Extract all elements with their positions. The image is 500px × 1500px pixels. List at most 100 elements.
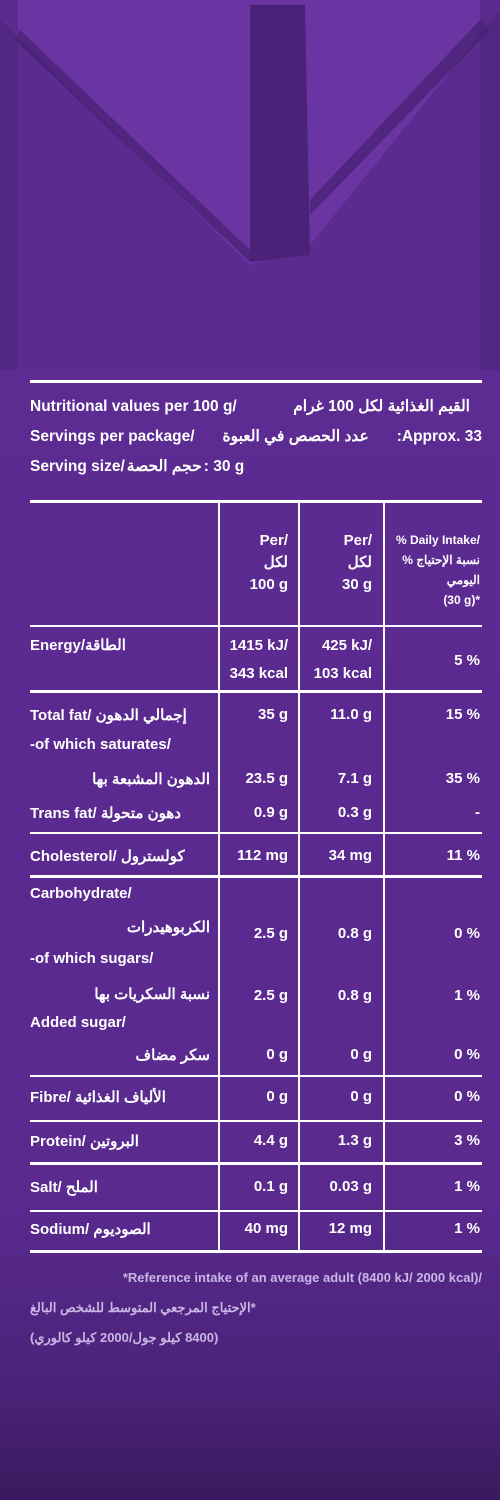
sodium-v1: 40 mg xyxy=(244,1220,288,1237)
salt-en: Salt/ xyxy=(30,1179,62,1196)
totalfat-pct: 15 % xyxy=(445,706,480,723)
col2-header-l2: لكل xyxy=(347,554,372,571)
saturates-label-en: -of which saturates/ xyxy=(30,736,171,753)
header-top-rule xyxy=(30,380,482,383)
rule-after-carbs xyxy=(30,1075,482,1077)
energy-v2-kcal: 103 kcal xyxy=(313,665,372,682)
saturates-pct: 35 % xyxy=(445,770,480,787)
header-line3-en: Serving size/ xyxy=(30,458,125,475)
fibre-en: Fibre/ xyxy=(30,1089,71,1106)
col3-header-l4: (30 g)* xyxy=(443,593,480,607)
header-line2-ar: عدد الحصص في العبوة xyxy=(222,428,369,445)
sugars-label-ar: نسبة السكريات بها xyxy=(94,986,210,1003)
col1-header-l3: 100 g xyxy=(249,576,288,593)
header-line1-ar: القيم الغذائية لكل 100 غرام xyxy=(293,398,470,415)
header-line2-val: :Approx. 33 xyxy=(396,428,482,445)
carbs-pct: 0 % xyxy=(454,925,480,942)
header-line3-val: : 30 g xyxy=(203,458,245,475)
footnote-ar2: (8400 كيلو جول/2000 كيلو كالوري) xyxy=(30,1330,219,1345)
addedsugar-v1: 0 g xyxy=(266,1046,288,1063)
fibre-v1: 0 g xyxy=(266,1088,288,1105)
sodium-v2: 12 mg xyxy=(328,1220,372,1237)
sodium-pct: 1 % xyxy=(454,1220,480,1237)
table-bottom-rule xyxy=(30,1250,482,1253)
sodium-label: Sodium/ الصوديوم xyxy=(30,1220,151,1238)
energy-v1-kcal: 343 kcal xyxy=(229,665,288,682)
cholesterol-v2: 34 mg xyxy=(328,847,372,864)
totalfat-v1: 35 g xyxy=(257,706,288,723)
col2-header-l3: 30 g xyxy=(341,576,372,593)
salt-v1: 0.1 g xyxy=(253,1178,288,1195)
totalfat-v2: 11.0 g xyxy=(330,706,372,723)
header-line2-en: Servings per package/ xyxy=(30,428,195,445)
energy-v2-kj: 425 kJ/ xyxy=(321,637,372,654)
header-line-2: Servings per package/ عدد الحصص في العبو… xyxy=(30,422,482,452)
header-line1-en: Nutritional values per 100 g/ xyxy=(30,398,237,415)
rule-after-transfat xyxy=(30,832,482,834)
fibre-label: Fibre/ الألياف الغذائية xyxy=(30,1088,166,1106)
rule-after-colhead xyxy=(30,625,482,627)
energy-pct: 5 % xyxy=(454,652,480,669)
saturates-label-ar: الدهون المشبعة بها xyxy=(92,771,210,788)
col-divider-1 xyxy=(218,500,220,1250)
salt-ar: الملح xyxy=(65,1179,98,1196)
header-line3-ar: حجم الحصة xyxy=(126,458,202,475)
col2-header: Per/ لكل 30 g xyxy=(300,530,372,596)
protein-v2: 1.3 g xyxy=(337,1132,372,1149)
col1-header-l2: لكل xyxy=(263,554,288,571)
salt-label: Salt/ الملح xyxy=(30,1178,98,1196)
cholesterol-ar: كولسترول xyxy=(120,848,185,865)
addedsugar-label-en: Added sugar/ xyxy=(30,1014,126,1031)
transfat-en: Trans fat/ xyxy=(30,805,97,822)
addedsugar-pct: 0 % xyxy=(454,1046,480,1063)
col2-header-l1: Per/ xyxy=(343,532,372,549)
sodium-ar: الصوديوم xyxy=(93,1221,151,1238)
addedsugar-v2: 0 g xyxy=(350,1046,372,1063)
energy-v2: 425 kJ/ 103 kcal xyxy=(300,632,372,688)
fibre-ar: الألياف الغذائية xyxy=(75,1089,166,1106)
transfat-pct: - xyxy=(475,804,480,821)
carbs-v1: 2.5 g xyxy=(253,925,288,942)
protein-label: Protein/ البروتين xyxy=(30,1132,139,1150)
transfat-label: Trans fat/ دهون متحولة xyxy=(30,804,181,822)
saturates-v2: 7.1 g xyxy=(337,770,372,787)
transfat-v2: 0.3 g xyxy=(337,804,372,821)
sugars-v2: 0.8 g xyxy=(337,987,372,1004)
header-line-1: Nutritional values per 100 g/ القيم الغذ… xyxy=(30,392,482,422)
sodium-en: Sodium/ xyxy=(30,1221,90,1238)
header-line-3: Serving size/ حجم الحصة : 30 g xyxy=(30,452,482,482)
energy-en: Energy/ xyxy=(30,637,86,654)
fibre-pct: 0 % xyxy=(454,1088,480,1105)
totalfat-ar: إجمالي الدهون xyxy=(95,707,187,724)
rule-after-protein xyxy=(30,1162,482,1165)
carbs-label-en: Carbohydrate/ xyxy=(30,885,132,902)
col3-header: % Daily Intake/ % نسبة الإحتياج اليومي (… xyxy=(385,530,480,610)
carton-flap xyxy=(0,0,500,370)
col1-header-l1: Per/ xyxy=(259,532,288,549)
addedsugar-label-ar: سكر مضاف xyxy=(135,1047,210,1064)
cholesterol-en: Cholesterol/ xyxy=(30,848,117,865)
salt-v2: 0.03 g xyxy=(329,1178,372,1195)
rule-after-fibre xyxy=(30,1120,482,1122)
nutrition-header: Nutritional values per 100 g/ القيم الغذ… xyxy=(30,392,482,482)
sugars-label-en: -of which sugars/ xyxy=(30,950,154,967)
rule-after-energy xyxy=(30,690,482,693)
energy-v1: 1415 kJ/ 343 kcal xyxy=(220,632,288,688)
transfat-v1: 0.9 g xyxy=(253,804,288,821)
cholesterol-label: Cholesterol/ كولسترول xyxy=(30,847,185,865)
table-top-rule xyxy=(30,500,482,503)
footnote-en: *Reference intake of an average adult (8… xyxy=(122,1270,482,1285)
salt-pct: 1 % xyxy=(454,1178,480,1195)
fibre-v2: 0 g xyxy=(350,1088,372,1105)
cholesterol-pct: 11 % xyxy=(446,847,480,864)
totalfat-en: Total fat/ xyxy=(30,707,92,724)
cholesterol-v1: 112 mg xyxy=(237,847,288,864)
saturates-v1: 23.5 g xyxy=(245,770,288,787)
transfat-ar: دهون متحولة xyxy=(100,805,181,822)
protein-en: Protein/ xyxy=(30,1133,86,1150)
sugars-pct: 1 % xyxy=(454,987,480,1004)
carbs-label-ar: الكربوهيدرات xyxy=(126,919,210,936)
col3-header-l2: % نسبة الإحتياج xyxy=(402,553,480,567)
totalfat-label: Total fat/ إجمالي الدهون xyxy=(30,706,187,724)
col3-header-l3: اليومي xyxy=(446,573,480,587)
